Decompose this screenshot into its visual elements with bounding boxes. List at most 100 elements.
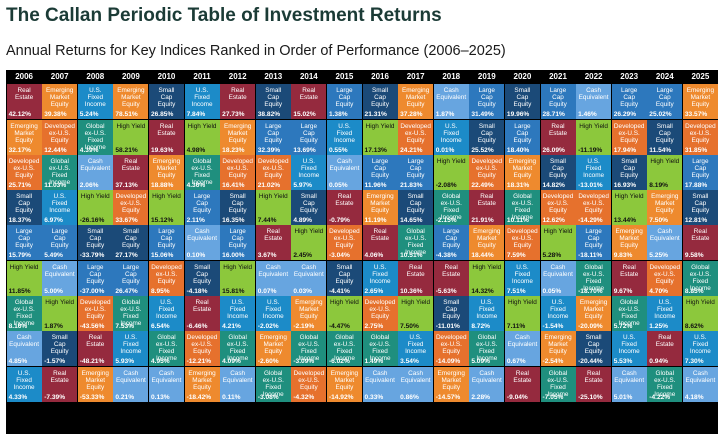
cell-2021-cash-equivalent: Cash Equivalent 0.05%	[540, 260, 576, 296]
cell-label: Large Cap Equity	[335, 87, 354, 109]
cell-label: Small Cap Equity	[157, 87, 176, 109]
cell-2020-large-cap-equity: Large Cap Equity 18.40%	[504, 119, 540, 155]
cell-2019-global-ex-u-s-fixed-income: Global ex-U.S. Fixed Income 5.09%	[469, 331, 505, 367]
cell-label: Cash Equivalent	[80, 157, 111, 172]
cell-value: 37.13%	[115, 181, 138, 189]
cell-2020-global-ex-u-s-fixed-income: Global ex-U.S. Fixed Income 10.11%	[504, 190, 540, 226]
cell-value: 12.81%	[684, 217, 708, 225]
cell-value: -11.19%	[578, 146, 603, 154]
cell-2011-real-estate: Real Estate -6.46%	[184, 296, 220, 332]
periodic-table-grid: 2006 2007 2008 2009 2010 2011 2012 2013 2014 2015…	[6, 70, 718, 437]
year-header-2009: 2009	[113, 70, 149, 84]
cell-label: Large Cap Equity	[549, 87, 567, 109]
cell-label: U.S. Fixed Income	[511, 263, 533, 285]
cell-label: Large Cap Equity	[655, 87, 674, 109]
cell-label: Large Cap Equity	[50, 228, 69, 250]
cell-label: U.S. Fixed Income	[583, 157, 605, 179]
cell-label: Large Cap Equity	[193, 193, 211, 215]
cell-label: Developed ex-U.S. Equity	[649, 263, 681, 285]
cell-2024-large-cap-equity: Large Cap Equity 25.02%	[647, 84, 683, 120]
cell-label: Real Estate	[548, 122, 568, 137]
cell-2016-real-estate: Real Estate 4.06%	[362, 225, 398, 261]
cell-2012-developed-ex-u-s-equity: Developed ex-U.S. Equity 16.41%	[220, 154, 256, 190]
cell-value: 4.21%	[222, 323, 241, 331]
cell-2009-u-s-fixed-income: U.S. Fixed Income 5.93%	[113, 331, 149, 367]
year-header-2020: 2020	[504, 70, 540, 84]
cell-2013-real-estate: Real Estate 3.67%	[255, 225, 291, 261]
cell-value: 11.96%	[364, 181, 387, 189]
cell-label: Developed ex-U.S. Equity	[364, 299, 396, 321]
cell-value: 78.51%	[115, 111, 138, 119]
cell-2022-small-cap-equity: Small Cap Equity -20.44%	[576, 331, 612, 367]
cell-value: 37.28%	[400, 111, 423, 119]
cell-label: High Yield	[187, 122, 217, 130]
cell-label: Global ex-U.S. Fixed Income	[689, 263, 712, 292]
cell-value: 1.49%	[364, 358, 384, 366]
cell-label: Global ex-U.S. Fixed Income	[476, 334, 498, 363]
cell-2021-large-cap-equity: Large Cap Equity 28.71%	[540, 84, 576, 120]
cell-value: 26.29%	[613, 111, 637, 119]
cell-label: Cash Equivalent	[222, 369, 253, 384]
cell-2013-cash-equivalent: Cash Equivalent 0.07%	[255, 260, 291, 296]
cell-label: Real Estate	[442, 263, 461, 278]
cell-label: Emerging Market Equity	[473, 228, 501, 250]
cell-value: -9.04%	[506, 393, 528, 401]
cell-label: High Yield	[258, 193, 288, 201]
cell-label: Emerging Market Equity	[81, 369, 109, 391]
cell-label: Large Cap Equity	[406, 157, 425, 179]
cell-label: High Yield	[45, 299, 75, 307]
cell-value: 4.33%	[8, 393, 28, 401]
cell-value: 4.36%	[186, 181, 206, 189]
cell-value: 15.06%	[150, 252, 174, 260]
cell-value: 7.51%	[506, 287, 526, 295]
cell-label: Emerging Market Equity	[152, 157, 181, 179]
cell-label: Emerging Market Equity	[295, 299, 323, 321]
cell-2017-small-cap-equity: Small Cap Equity 14.65%	[398, 190, 434, 226]
year-header-2017: 2017	[398, 70, 434, 84]
cell-value: -4.41%	[328, 287, 350, 295]
cell-label: Large Cap Equity	[513, 122, 532, 144]
cell-2018-emerging-market-equity: Emerging Market Equity -14.57%	[433, 366, 469, 402]
cell-2015-global-ex-u-s-fixed-income: Global ex-U.S. Fixed Income -6.02%	[326, 331, 362, 367]
cell-value: -2.02%	[257, 323, 279, 331]
year-header-2021: 2021	[540, 70, 576, 84]
cell-2025-developed-ex-u-s-equity: Developed ex-U.S. Equity 31.85%	[682, 119, 718, 155]
cell-label: Real Estate	[264, 228, 283, 243]
cell-label: U.S. Fixed Income	[333, 122, 355, 144]
cell-label: Developed ex-U.S. Equity	[293, 369, 325, 391]
cell-value: 5.97%	[293, 181, 313, 189]
cell-2025-u-s-fixed-income: U.S. Fixed Income 7.30%	[682, 331, 718, 367]
cell-2009-global-ex-u-s-fixed-income: Global ex-U.S. Fixed Income 7.53%	[113, 296, 149, 332]
cell-label: U.S. Fixed Income	[49, 193, 71, 215]
cell-label: U.S. Fixed Income	[654, 299, 676, 321]
cell-label: Real Estate	[15, 87, 34, 102]
year-header-2022: 2022	[576, 70, 612, 84]
cell-value: -5.63%	[435, 287, 457, 295]
cell-label: Emerging Market Equity	[651, 193, 679, 215]
cell-2023-emerging-market-equity: Emerging Market Equity 9.83%	[611, 225, 647, 261]
cell-2016-developed-ex-u-s-equity: Developed ex-U.S. Equity 2.75%	[362, 296, 398, 332]
cell-value: 14.32%	[471, 287, 494, 295]
cell-value: 10.51%	[400, 252, 423, 260]
cell-label: Emerging Market Equity	[401, 87, 430, 109]
cell-2007-small-cap-equity: Small Cap Equity -1.57%	[42, 331, 78, 367]
cell-2025-emerging-market-equity: Emerging Market Equity 33.57%	[682, 84, 718, 120]
cell-2006-cash-equivalent: Cash Equivalent 4.85%	[6, 331, 42, 367]
cell-label: Developed ex-U.S. Equity	[151, 263, 182, 285]
cell-value: 17.88%	[684, 181, 708, 189]
cell-2010-u-s-fixed-income: U.S. Fixed Income 6.54%	[148, 296, 184, 332]
cell-2017-global-ex-u-s-fixed-income: Global ex-U.S. Fixed Income 10.51%	[398, 225, 434, 261]
cell-label: Developed ex-U.S. Equity	[613, 122, 645, 144]
cell-2013-global-ex-u-s-fixed-income: Global ex-U.S. Fixed Income -3.08%	[255, 366, 291, 402]
cell-value: -14.09%	[435, 358, 461, 366]
cell-label: High Yield	[614, 193, 644, 201]
cell-2013-high-yield: High Yield 7.44%	[255, 190, 291, 226]
cell-label: High Yield	[543, 228, 573, 236]
cell-value: 25.52%	[471, 146, 494, 154]
cell-label: Developed ex-U.S. Equity	[80, 299, 111, 321]
cell-2014-cash-equivalent: Cash Equivalent 0.03%	[291, 260, 327, 296]
cell-label: Real Estate	[655, 334, 674, 349]
year-header-2012: 2012	[220, 70, 256, 84]
cell-label: Small Cap Equity	[86, 228, 105, 250]
cell-label: Cash Equivalent	[614, 369, 645, 384]
